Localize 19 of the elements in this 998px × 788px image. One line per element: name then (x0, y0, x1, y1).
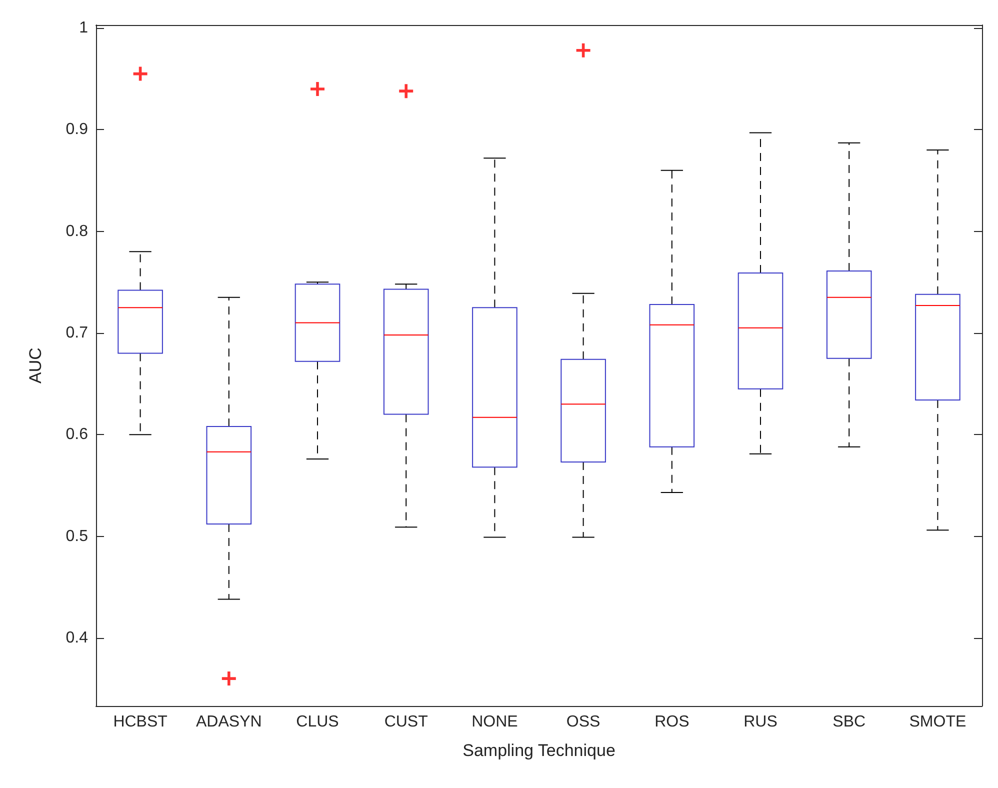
x-tick-label: HCBST (113, 714, 168, 730)
y-tick-label: 0.5 (66, 528, 88, 545)
x-tick-label: NONE (472, 714, 518, 730)
y-tick-label: 0.8 (66, 222, 88, 240)
x-axis-title: Sampling Technique (462, 741, 616, 760)
x-tick-label: ADASYN (196, 714, 262, 730)
y-tick-label: 1 (79, 20, 88, 37)
x-tick-label: CLUS (296, 714, 339, 730)
y-tick-label: 0.4 (66, 629, 88, 646)
x-tick-label: ROS (654, 714, 690, 730)
x-tick-label: CUST (384, 714, 428, 730)
x-tick-label: SMOTE (909, 714, 966, 730)
x-tick-label: RUS (744, 714, 778, 730)
y-tick-label: 0.9 (66, 121, 88, 138)
x-tick-label: SBC (832, 714, 866, 730)
y-axis-title: AUC (26, 348, 45, 384)
y-tick-label: 0.6 (66, 426, 88, 444)
y-tick-label: 0.7 (66, 324, 88, 342)
x-tick-label: OSS (566, 714, 600, 730)
